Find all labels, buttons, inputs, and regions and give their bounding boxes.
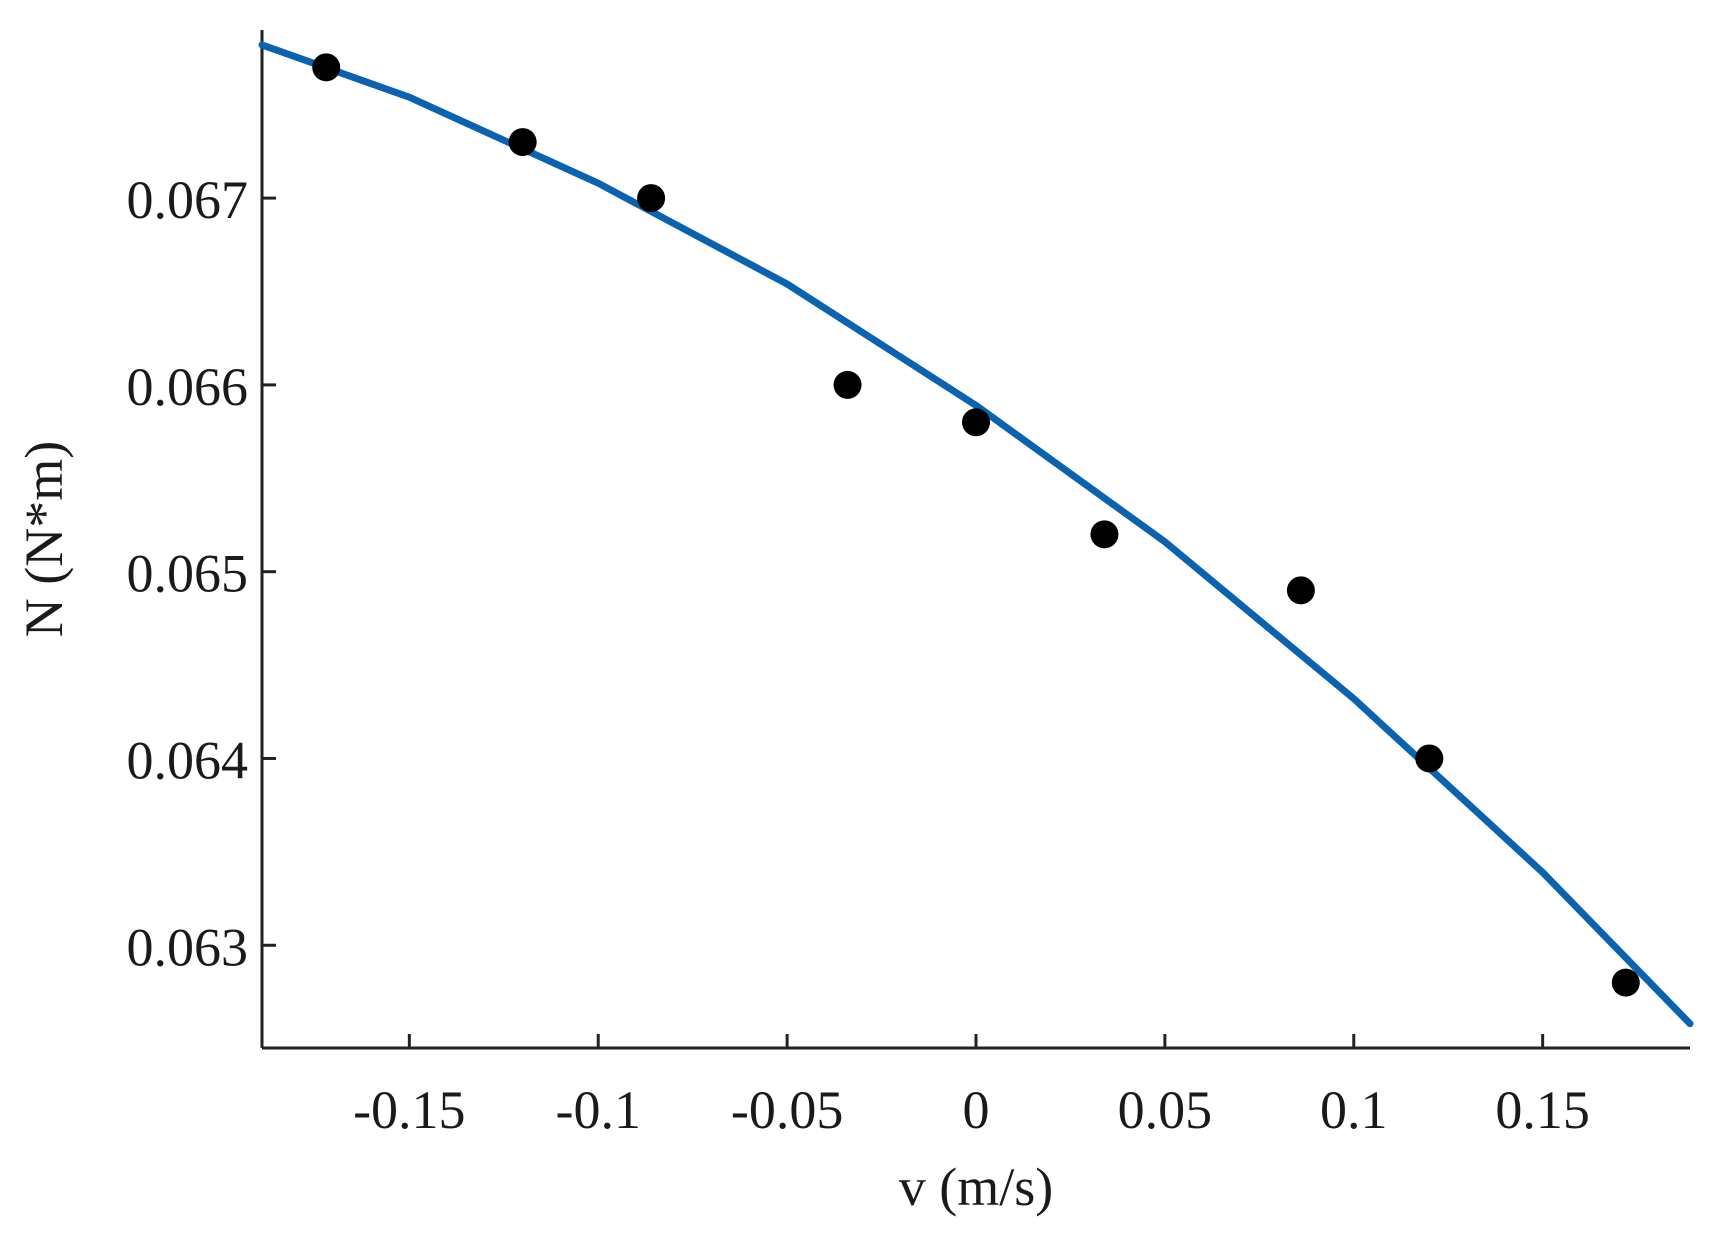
- data-point: [1415, 744, 1444, 773]
- data-point: [962, 408, 990, 437]
- x-tick-label: 0: [963, 1080, 990, 1140]
- y-ticks: 0.063 0.064 0.065 0.066 0.067: [127, 170, 276, 977]
- data-point: [1611, 968, 1640, 997]
- x-tick-label: -0.05: [731, 1080, 843, 1140]
- x-tick-label: 0.05: [1118, 1080, 1213, 1140]
- data-point: [637, 184, 666, 213]
- data-point: [508, 128, 537, 157]
- x-tick-label: -0.1: [555, 1080, 640, 1140]
- x-ticks: -0.15 -0.1 -0.05 0 0.05 0.1 0.15: [353, 1034, 1590, 1140]
- y-tick-label: 0.063: [127, 917, 249, 977]
- axes: [260, 30, 1690, 1050]
- data-point: [1286, 576, 1315, 605]
- data-point: [833, 370, 862, 399]
- y-tick-label: 0.066: [127, 357, 249, 417]
- data-point: [312, 53, 341, 82]
- fit-curve: [258, 41, 1694, 1028]
- data-point: [1090, 520, 1119, 549]
- x-tick-label: 0.1: [1320, 1080, 1388, 1140]
- x-axis-label: v (m/s): [899, 1157, 1054, 1217]
- y-tick-label: 0.067: [127, 170, 249, 230]
- y-axis-label: N (N*m): [14, 441, 74, 637]
- series-layer: [258, 41, 1694, 1028]
- x-tick-label: -0.15: [353, 1080, 465, 1140]
- x-tick-label: 0.15: [1495, 1080, 1590, 1140]
- y-tick-label: 0.065: [127, 544, 249, 604]
- y-tick-label: 0.064: [127, 730, 249, 790]
